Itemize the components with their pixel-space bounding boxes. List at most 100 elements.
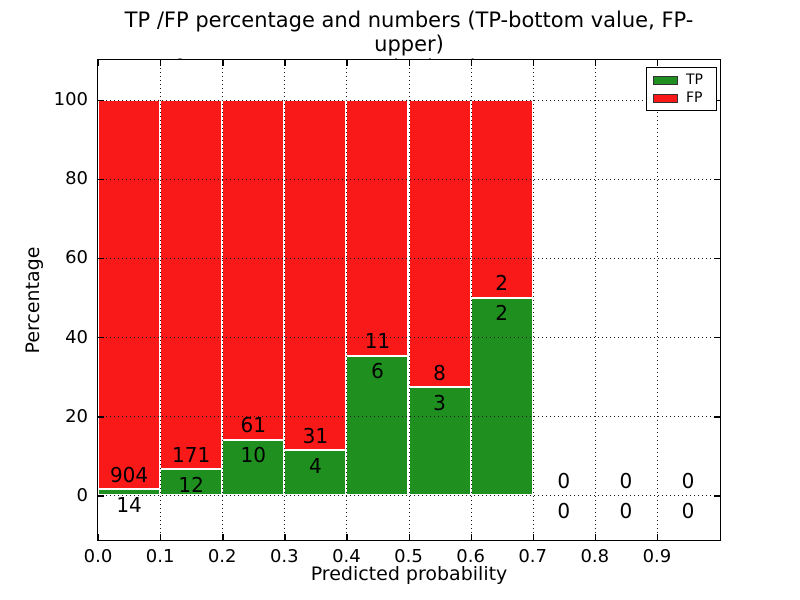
tick-mark <box>470 534 472 540</box>
y-tick-label: 0 <box>76 484 88 506</box>
tp-color-swatch <box>653 75 678 85</box>
fp-count-label: 31 <box>302 423 329 448</box>
tick-mark <box>346 534 348 540</box>
tick-mark <box>532 60 535 66</box>
tp-count-label: 14 <box>116 492 142 517</box>
legend-label-fp: FP <box>686 90 703 106</box>
tp-count-label: 0 <box>557 498 571 523</box>
tp-bar-segment <box>408 387 471 496</box>
grid-layer <box>98 60 720 540</box>
tick-mark <box>98 178 104 181</box>
tick-mark <box>714 257 720 260</box>
tick-mark <box>98 337 104 339</box>
fp-count-label: 0 <box>557 468 571 493</box>
fp-count-label: 11 <box>364 329 391 354</box>
y-axis-label: Percentage <box>22 246 44 354</box>
tick-mark <box>98 416 104 418</box>
x-tick-label: 0.5 <box>394 546 423 567</box>
tp-count-label: 12 <box>178 472 204 497</box>
ticks-layer <box>98 60 720 540</box>
tp-count-label: 4 <box>308 453 322 478</box>
tick-mark <box>470 60 472 66</box>
tick-mark <box>98 534 100 540</box>
tick-mark <box>98 495 104 497</box>
tick-mark <box>408 534 410 540</box>
tick-mark <box>714 178 720 181</box>
tp-count-label: 2 <box>495 301 508 326</box>
tick-mark <box>98 99 104 101</box>
fp-count-label: 61 <box>240 413 266 438</box>
tp-bar-segment <box>346 355 409 496</box>
v-gridline <box>594 60 596 540</box>
tp-count-label: 0 <box>619 498 633 523</box>
legend-item-tp: TP <box>653 72 710 88</box>
v-gridline <box>532 60 534 540</box>
x-tick-label: 0.7 <box>518 546 547 567</box>
plot-area <box>97 59 721 541</box>
tick-mark <box>656 60 659 66</box>
tp-count-label: 3 <box>433 390 446 415</box>
tp-count-label: 10 <box>240 443 266 468</box>
tick-mark <box>160 534 162 540</box>
fp-count-label: 904 <box>109 462 149 487</box>
v-gridline <box>470 60 472 540</box>
legend: TP FP <box>646 67 717 111</box>
y-tick-label: 20 <box>65 405 88 427</box>
x-tick-label: 0.8 <box>580 546 610 567</box>
y-tick-label: 100 <box>53 89 88 111</box>
tick-mark <box>656 534 659 540</box>
fp-bar-segment <box>98 99 161 490</box>
tick-mark <box>714 337 720 339</box>
tick-mark <box>714 99 720 101</box>
y-tick-label: 60 <box>65 247 88 269</box>
x-tick-label: 0.1 <box>145 546 175 567</box>
tp-bar-segment <box>160 469 223 496</box>
v-gridline <box>408 60 410 540</box>
tick-mark <box>98 60 100 66</box>
v-gridline <box>222 60 224 540</box>
x-tick-label: 0.9 <box>642 546 672 567</box>
tick-mark <box>408 60 410 66</box>
tp-count-label: 0 <box>681 498 695 523</box>
x-tick-label: 0.2 <box>207 546 237 567</box>
x-tick-label: 0.6 <box>456 546 485 567</box>
x-axis-label: Predicted probability <box>310 563 508 585</box>
v-gridline <box>160 60 162 540</box>
tick-mark <box>714 495 720 497</box>
tick-mark <box>98 257 104 260</box>
fp-count-label: 0 <box>681 468 695 493</box>
tick-mark <box>284 534 286 540</box>
tick-mark <box>284 60 286 66</box>
fp-count-label: 171 <box>172 442 211 467</box>
chart-title-line1: TP /FP percentage and numbers (TP-bottom… <box>124 8 694 56</box>
fp-count-label: 0 <box>619 468 633 493</box>
fp-bar-segment <box>160 99 223 470</box>
tick-mark <box>532 534 535 540</box>
v-gridline <box>284 60 286 540</box>
tp-bar-segment <box>470 297 533 496</box>
tick-mark <box>346 60 348 66</box>
tick-mark <box>222 534 224 540</box>
v-gridline <box>656 60 658 540</box>
fp-count-label: 8 <box>433 360 446 385</box>
fp-color-swatch <box>653 93 678 103</box>
tick-mark <box>594 534 597 540</box>
v-gridline <box>346 60 348 540</box>
x-tick-label: 0.0 <box>83 546 113 567</box>
y-tick-label: 40 <box>65 326 88 348</box>
tick-mark <box>594 60 597 66</box>
y-tick-label: 80 <box>65 168 88 190</box>
bars-layer <box>98 60 720 540</box>
tp-bar-segment <box>98 489 161 496</box>
tp-count-label: 6 <box>371 359 384 384</box>
x-tick-label: 0.3 <box>269 546 299 567</box>
fp-count-label: 2 <box>495 271 508 296</box>
tp-bar-segment <box>222 439 285 496</box>
tick-mark <box>714 416 720 418</box>
x-tick-label: 0.4 <box>332 546 361 567</box>
fp-bar-segment <box>408 99 471 388</box>
tick-mark <box>222 60 224 66</box>
tick-mark <box>160 60 162 66</box>
legend-item-fp: FP <box>653 90 710 106</box>
